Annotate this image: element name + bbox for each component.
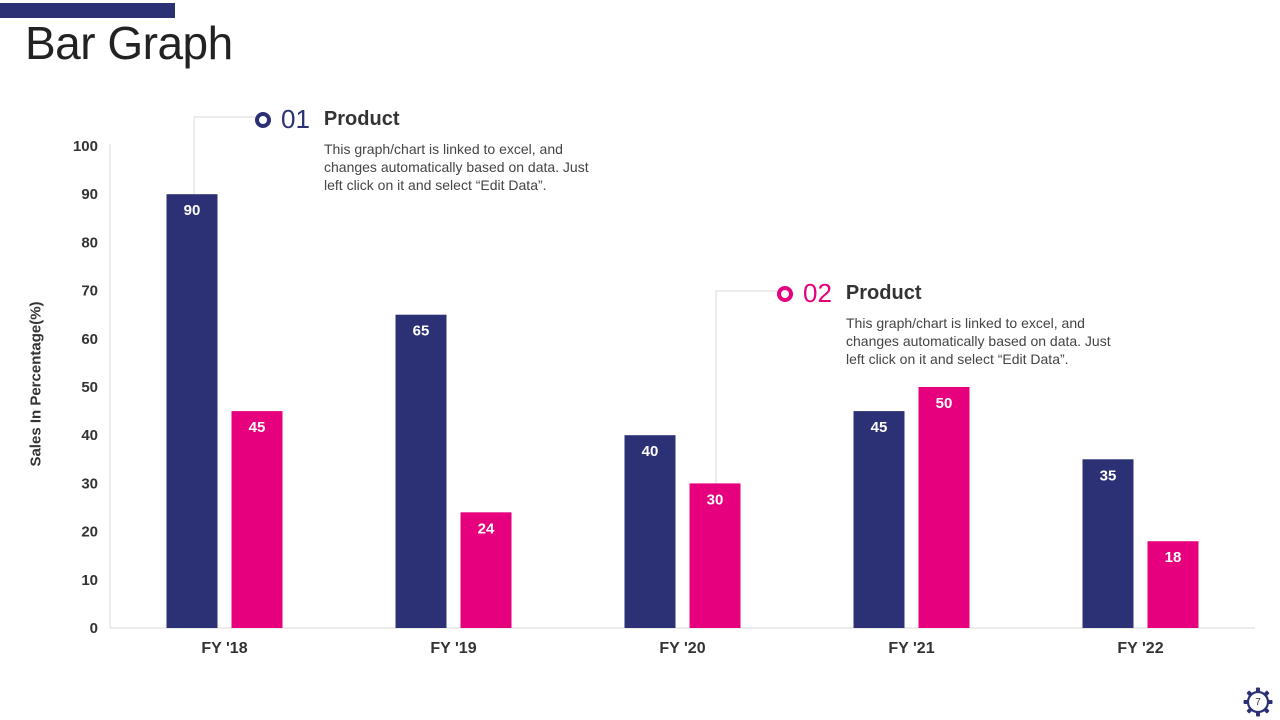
bar-value-label: 24 (478, 520, 495, 537)
y-tick-label: 40 (81, 427, 98, 444)
bar (1082, 459, 1134, 628)
x-tick-label: FY '18 (201, 640, 247, 657)
bar (853, 411, 905, 628)
callout-title: Product (845, 282, 922, 304)
x-tick-label: FY '20 (659, 640, 705, 657)
y-tick-label: 90 (81, 186, 98, 203)
y-axis-label: Sales In Percentage(%) (27, 301, 45, 467)
y-tick-label: 60 (81, 331, 98, 348)
bar-value-label: 30 (707, 491, 724, 508)
callout-description: This graph/chart is linked to excel, and… (846, 315, 1111, 367)
y-tick-label: 50 (81, 379, 98, 396)
bar (395, 314, 447, 628)
y-tick-label: 0 (90, 620, 98, 637)
callout-title: Product (323, 108, 400, 130)
y-tick-label: 70 (81, 283, 98, 300)
bar (231, 411, 283, 628)
bar-value-label: 35 (1100, 467, 1117, 484)
callout-leader-line (715, 290, 777, 484)
callout-number: 01 (281, 104, 310, 134)
y-tick-label: 80 (81, 234, 98, 251)
y-tick-label: 100 (73, 138, 98, 155)
bar (918, 387, 970, 628)
title-accent-bar (0, 3, 175, 18)
bar (624, 435, 676, 628)
callout-leader-line (193, 116, 255, 195)
circle-marker-icon (255, 111, 271, 128)
bar-value-label: 65 (413, 323, 430, 340)
x-tick-label: FY '22 (1117, 640, 1163, 657)
y-tick-label: 30 (81, 475, 98, 492)
callout-product-01: 01 Product This graph/chart is linked to… (255, 104, 589, 193)
callout-product-02: 02 Product This graph/chart is linked to… (777, 278, 1111, 367)
gear-icon (1243, 687, 1273, 717)
y-tick-label: 20 (81, 524, 98, 541)
bar-value-label: 50 (936, 395, 953, 412)
bar-value-label: 90 (184, 202, 201, 219)
x-tick-label: FY '21 (888, 640, 934, 657)
bar-value-label: 45 (871, 419, 888, 436)
bar (166, 194, 218, 628)
bar-value-label: 45 (249, 419, 266, 436)
y-tick-label: 10 (81, 572, 98, 589)
circle-marker-icon (777, 285, 793, 302)
bar-value-label: 40 (642, 443, 659, 460)
callout-description: This graph/chart is linked to excel, and… (324, 141, 589, 193)
bar-value-label: 18 (1165, 549, 1182, 566)
bar (460, 512, 512, 628)
bar (689, 483, 741, 628)
bar (1147, 541, 1199, 628)
x-tick-label: FY '19 (430, 640, 476, 657)
page-title: Bar Graph (25, 17, 233, 69)
page-number: 7 (1255, 696, 1261, 708)
callout-number: 02 (803, 278, 832, 308)
